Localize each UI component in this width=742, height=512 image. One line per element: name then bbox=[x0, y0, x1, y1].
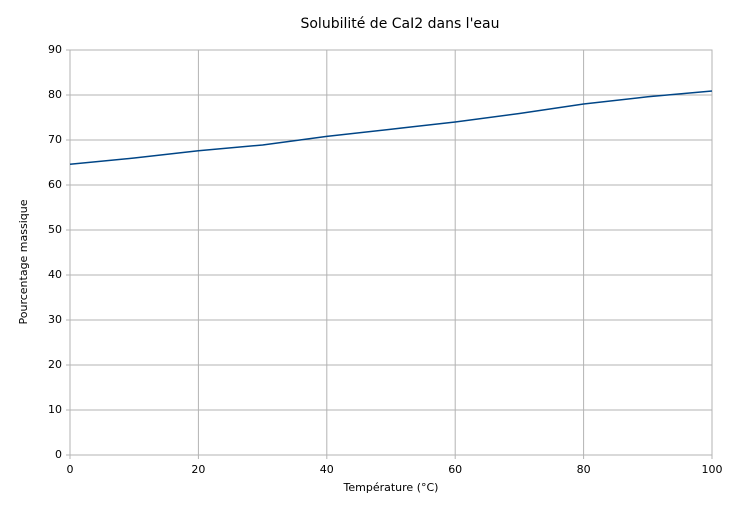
y-tick-label: 20 bbox=[48, 358, 62, 371]
x-tick-label: 100 bbox=[702, 463, 723, 476]
y-tick-label: 40 bbox=[48, 268, 62, 281]
y-tick-label: 80 bbox=[48, 88, 62, 101]
y-tick-label: 50 bbox=[48, 223, 62, 236]
y-tick-label: 90 bbox=[48, 43, 62, 56]
x-axis-label: Température (°C) bbox=[343, 481, 439, 494]
y-tick-label: 0 bbox=[55, 448, 62, 461]
y-tick-label: 60 bbox=[48, 178, 62, 191]
x-tick-label: 20 bbox=[191, 463, 205, 476]
y-axis-label: Pourcentage massique bbox=[17, 199, 30, 324]
x-tick-label: 60 bbox=[448, 463, 462, 476]
y-tick-label: 30 bbox=[48, 313, 62, 326]
x-tick-label: 40 bbox=[320, 463, 334, 476]
x-tick-label: 0 bbox=[67, 463, 74, 476]
chart-title: Solubilité de CaI2 dans l'eau bbox=[300, 16, 499, 32]
plot-frame bbox=[69, 49, 713, 456]
line-series bbox=[69, 90, 713, 166]
x-tick-label: 80 bbox=[577, 463, 591, 476]
y-tick-label: 70 bbox=[48, 133, 62, 146]
y-tick-label: 10 bbox=[48, 403, 62, 416]
